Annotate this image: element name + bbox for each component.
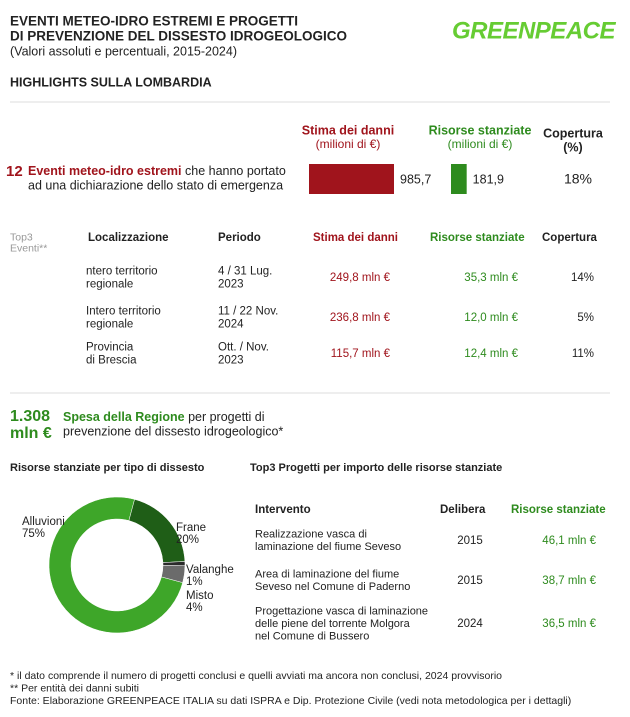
period: 11 / 22 Nov. <box>218 306 278 318</box>
slice-label: Frane <box>176 522 206 534</box>
delibera: 2024 <box>457 618 483 630</box>
funds: 12,0 mln € <box>464 312 518 324</box>
coverage: 5% <box>577 312 594 324</box>
footnote: * il dato comprende il numero di progett… <box>10 670 502 682</box>
project-funds: 36,5 mln € <box>542 618 596 630</box>
location: regionale <box>86 319 133 331</box>
title: DI PREVENZIONE DEL DISSESTO IDROGEOLOGIC… <box>10 29 347 44</box>
slice-value: 1% <box>186 576 203 588</box>
column-header: Copertura <box>542 232 598 244</box>
slice-label: Misto <box>186 590 213 602</box>
regional-rest: per progetti di <box>188 410 264 424</box>
delibera: 2015 <box>457 535 483 547</box>
slice-value: 20% <box>176 534 199 546</box>
intervention: Area di laminazione del fiume <box>255 569 399 581</box>
damage: 236,8 mln € <box>330 312 391 324</box>
intervention: delle piene del torrente Molgora <box>255 618 411 630</box>
damage-header: Stima dei danni <box>302 123 394 137</box>
delibera: 2015 <box>457 575 483 587</box>
project-funds: 46,1 mln € <box>542 535 596 547</box>
location: ntero territorio <box>86 266 158 278</box>
event-label: Eventi meteo-idro estremi <box>28 164 182 178</box>
table-corner: Top3 <box>10 231 33 243</box>
column-header: Delibera <box>440 504 486 516</box>
location: di Brescia <box>86 355 137 367</box>
period: 2023 <box>218 355 244 367</box>
funds-header: Risorse stanziate <box>429 123 532 137</box>
regional-amount: 1.308 <box>10 408 50 425</box>
highlight-value: 181,9 <box>473 172 504 186</box>
period: Ott. / Nov. <box>218 342 269 354</box>
footnote: Fonte: Elaborazione GREENPEACE ITALIA su… <box>10 695 571 707</box>
column-header: Risorse stanziate <box>430 232 525 244</box>
coverage-value: 18% <box>564 171 592 187</box>
donut-slice <box>161 565 186 583</box>
column-header: Localizzazione <box>88 232 169 244</box>
coverage-unit: (%) <box>563 140 582 154</box>
intervention: Progettazione vasca di laminazione <box>255 605 428 617</box>
subtitle: (Valori assoluti e percentuali, 2015-202… <box>10 44 237 58</box>
regional-label: Spesa della Regione <box>63 410 185 424</box>
funds: 35,3 mln € <box>464 272 518 284</box>
column-header: Risorse stanziate <box>511 504 606 516</box>
regional-description-line2: prevenzione del dissesto idrogeologico* <box>63 424 283 438</box>
event-description-line2: ad una dichiarazione dello stato di emer… <box>28 178 283 192</box>
coverage: 11% <box>572 348 594 360</box>
regional-description: Spesa della Regione per progetti di <box>63 410 265 424</box>
footnote: ** Per entità dei danni subiti <box>10 682 139 694</box>
slice-value: 75% <box>22 528 45 540</box>
location: Intero territorio <box>86 306 161 318</box>
funds-unit: (milioni di €) <box>448 137 513 151</box>
period: 2023 <box>218 279 244 291</box>
slice-label: Alluvioni <box>22 516 65 528</box>
highlight-bar <box>451 164 467 194</box>
column-header: Intervento <box>255 504 311 516</box>
period: 2024 <box>218 319 244 331</box>
funds: 12,4 mln € <box>464 348 518 360</box>
damage: 249,8 mln € <box>330 272 391 284</box>
column-header: Periodo <box>218 232 261 244</box>
logo: GREENPEACE <box>452 17 617 44</box>
damage: 115,7 mln € <box>331 348 391 360</box>
intervention: Seveso nel Comune di Paderno <box>255 581 410 593</box>
donut-title: Risorse stanziate per tipo di dissesto <box>10 462 205 474</box>
slice-value: 4% <box>186 602 203 614</box>
event-description: Eventi meteo-idro estremi che hanno port… <box>28 164 286 178</box>
project-funds: 38,7 mln € <box>542 575 596 587</box>
event-rest: che hanno portato <box>185 164 286 178</box>
highlight-bar <box>309 164 394 194</box>
column-header: Stima dei danni <box>313 232 398 244</box>
projects-title: Top3 Progetti per importo delle risorse … <box>250 462 502 474</box>
highlight-value: 985,7 <box>400 172 431 186</box>
table-corner: Eventi** <box>10 242 47 254</box>
title: EVENTI METEO-IDRO ESTREMI E PROGETTI <box>10 14 298 29</box>
donut-slice <box>48 496 183 634</box>
section-title: HIGHLIGHTS SULLA LOMBARDIA <box>10 75 212 89</box>
damage-unit: (milioni di €) <box>316 137 381 151</box>
event-count: 12 <box>6 163 23 180</box>
intervention: nel Comune di Bussero <box>255 630 369 642</box>
period: 4 / 31 Lug. <box>218 266 272 278</box>
intervention: Realizzazione vasca di <box>255 529 367 541</box>
location: Provincia <box>86 342 134 354</box>
coverage: 14% <box>571 272 594 284</box>
regional-unit: mln € <box>10 425 52 442</box>
coverage-header: Copertura <box>543 126 604 140</box>
slice-label: Valanghe <box>186 564 234 576</box>
location: regionale <box>86 279 133 291</box>
intervention: laminazione del fiume Seveso <box>255 541 401 553</box>
